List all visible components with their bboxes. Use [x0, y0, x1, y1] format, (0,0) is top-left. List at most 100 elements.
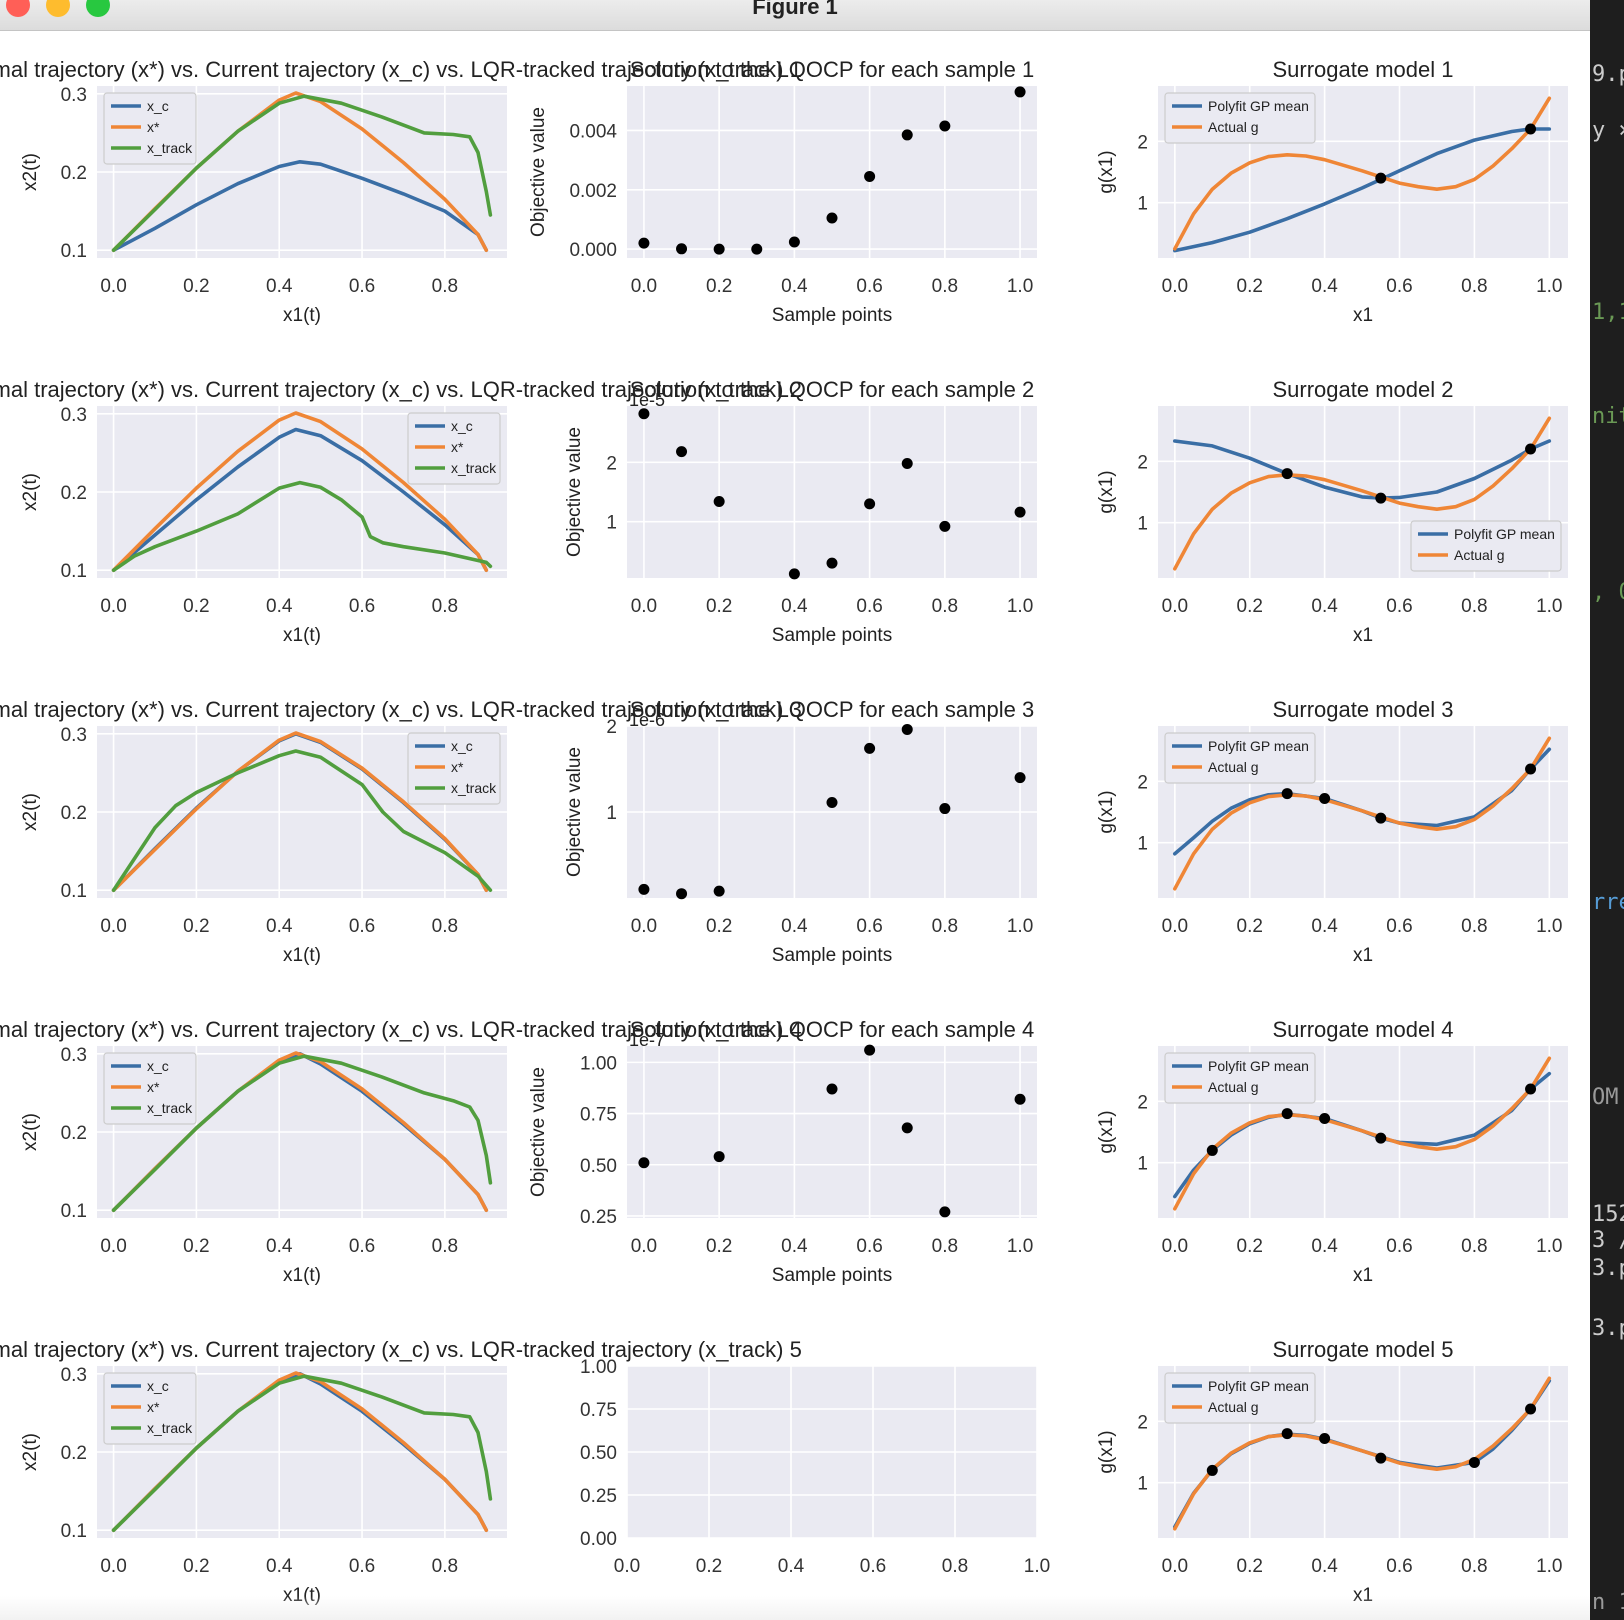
x-tick-label: 0.6 [1386, 1556, 1412, 1577]
scatter-point [901, 129, 913, 141]
subplot-r4c2: 0.0 0.2 0.4 0.6 0.8 1.0 0.25 0.50 0.75 1.00 Soluti… [528, 1017, 1037, 1286]
y-tick-label: 2 [606, 717, 617, 738]
y-tick-label: 1.00 [580, 1357, 617, 1378]
legend: Polyfit GP mean Actual g [1164, 732, 1316, 784]
y-axis-label: x2(t) [20, 1113, 41, 1151]
zoom-button[interactable] [86, 0, 110, 17]
subplot-title: Optimal trajectory (x*) vs. Current traj… [0, 1017, 802, 1042]
x-tick-label: 0.4 [781, 596, 808, 617]
y-axis-label: Objective value [564, 747, 585, 877]
subplot-r2c1: 0.0 0.2 0.4 0.6 0.8 0.1 0.2 0.3 Optimal trajecto… [0, 377, 802, 646]
x-axis-label: x1 [1353, 1585, 1373, 1606]
x-tick-label: 0.4 [1311, 916, 1338, 937]
legend-label: Actual g [1208, 1399, 1259, 1415]
x-tick-label: 0.0 [100, 596, 126, 617]
x-tick-label: 0.0 [631, 916, 657, 937]
window-title: Figure 1 [752, 0, 838, 19]
minimize-button[interactable] [46, 0, 70, 17]
window-titlebar: Figure 1 [0, 0, 1590, 31]
series-line-blue [111, 427, 489, 572]
x-tick-label: 0.8 [1461, 1556, 1487, 1577]
scatter-point [826, 1083, 838, 1095]
x-tick-label: 1.0 [1007, 596, 1033, 617]
x-tick-label: 0.6 [1386, 916, 1412, 937]
series-line-orange [1173, 1056, 1552, 1211]
series-line-orange [1173, 96, 1552, 251]
x-tick-label: 0.8 [432, 596, 458, 617]
legend-label: x_track [147, 1100, 193, 1116]
scatter-point [864, 742, 876, 754]
x-tick-label: 0.0 [1162, 1556, 1188, 1577]
sample-point [1319, 1432, 1331, 1444]
sample-point [1281, 1428, 1293, 1440]
x-tick-label: 0.0 [1162, 1236, 1188, 1257]
subplot-r5c3: 0.0 0.2 0.4 0.6 0.8 1.0 1 2 Surrogate model 5 x1 g… [1096, 1337, 1568, 1606]
legend-label: x_track [147, 140, 193, 156]
legend-label: Actual g [1208, 1079, 1259, 1095]
x-tick-label: 0.4 [1311, 276, 1338, 297]
legend-label: x_track [451, 780, 497, 796]
scatter-point [901, 458, 913, 470]
subplot-r4c1: 0.0 0.2 0.4 0.6 0.8 0.1 0.2 0.3 Optimal trajecto… [0, 1017, 802, 1286]
sample-point [1468, 1456, 1480, 1468]
code-fragment: y × [1592, 118, 1624, 143]
scatter-point [901, 723, 913, 735]
close-button[interactable] [6, 0, 30, 17]
y-tick-label: 0.1 [61, 1201, 87, 1222]
x-tick-label: 0.0 [631, 596, 657, 617]
scatter-point [939, 120, 951, 132]
scatter-point [638, 1157, 650, 1169]
legend-box [1164, 732, 1316, 784]
y-tick-label: 2 [1137, 1092, 1148, 1113]
axis-offset-label: 1e-6 [629, 710, 665, 730]
x-tick-label: 0.2 [696, 1556, 722, 1577]
subplot-r3c2: 0.0 0.2 0.4 0.6 0.8 1.0 1 2 Solution to the LQOC… [564, 697, 1037, 966]
x-tick-label: 0.6 [856, 276, 882, 297]
y-axis-label: Objective value [528, 1067, 549, 1197]
sample-point [1525, 1403, 1537, 1415]
code-fragment: 3.p [1592, 1316, 1624, 1341]
x-tick-label: 0.4 [266, 916, 293, 937]
x-axis-label: Sample points [772, 945, 892, 966]
y-axis-label: x2(t) [20, 473, 41, 511]
x-tick-label: 0.4 [781, 916, 808, 937]
x-tick-label: 0.0 [1162, 276, 1188, 297]
x-tick-label: 0.8 [432, 1556, 458, 1577]
x-tick-label: 0.6 [1386, 276, 1412, 297]
y-tick-label: 0.1 [61, 1521, 87, 1542]
subplot-title: Surrogate model 5 [1273, 1337, 1454, 1362]
x-tick-label: 0.6 [349, 596, 375, 617]
x-tick-label: 0.0 [100, 1556, 126, 1577]
x-axis-label: x1 [1353, 945, 1373, 966]
scatter-point [1014, 506, 1026, 518]
subplot-title: Solution to the LQOCP for each sample 4 [630, 1017, 1034, 1042]
scatter-point [939, 520, 951, 532]
y-tick-label: 0.1 [61, 881, 87, 902]
series-line-orange [111, 411, 489, 572]
axis-offset-label: 1e-7 [629, 1030, 665, 1050]
x-axis-label: x1 [1353, 1265, 1373, 1286]
x-tick-label: 0.0 [1162, 916, 1188, 937]
y-tick-label: 0.2 [61, 1443, 87, 1464]
y-axis-label: g(x1) [1096, 470, 1117, 513]
sample-point [1281, 1108, 1293, 1120]
code-fragment: 1,1 [1592, 300, 1624, 325]
subplot-title: Optimal trajectory (x*) vs. Current traj… [0, 57, 802, 82]
subplot-title: Optimal trajectory (x*) vs. Current traj… [0, 1337, 802, 1362]
subplot-r3c1: 0.0 0.2 0.4 0.6 0.8 0.1 0.2 0.3 Optimal trajecto… [0, 697, 802, 966]
legend: Polyfit GP mean Actual g [1164, 92, 1316, 144]
x-tick-label: 0.2 [706, 916, 732, 937]
subplot-title: Solution to the LQOCP for each sample 3 [630, 697, 1034, 722]
sample-point [1375, 1132, 1387, 1144]
x-tick-label: 0.2 [706, 596, 732, 617]
y-tick-label: 0.002 [569, 181, 617, 202]
x-tick-label: 0.6 [856, 596, 882, 617]
x-tick-label: 0.8 [932, 1236, 958, 1257]
scatter-point [713, 243, 725, 255]
legend-label: Actual g [1208, 759, 1259, 775]
subplot-title: Surrogate model 1 [1273, 57, 1454, 82]
x-tick-label: 0.0 [1162, 596, 1188, 617]
subplot-r5c2: 0.0 0.2 0.4 0.6 0.8 1.0 0.00 0.25 0.50 0.75 1.00 [580, 1357, 1050, 1577]
x-tick-label: 0.6 [349, 1556, 375, 1577]
y-axis-label: g(x1) [1096, 150, 1117, 193]
